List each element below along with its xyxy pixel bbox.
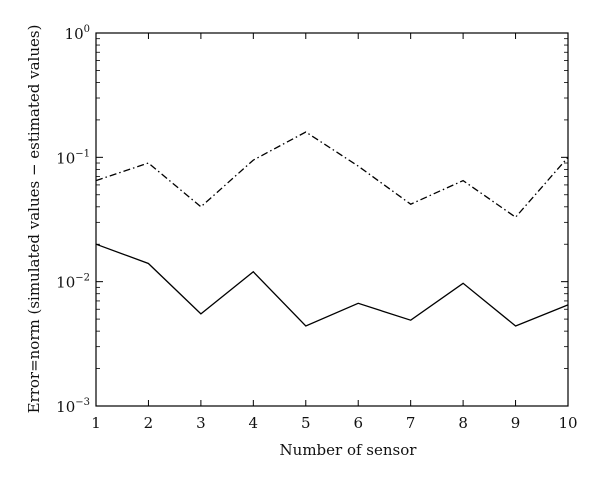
series-line-1 [95,131,569,219]
series-layer [95,131,569,327]
x-tick-label: 6 [353,414,363,432]
y-tick-label: 100 [65,24,90,43]
y-tick-labels: 10−3 10−2 10−1 100 [56,24,90,416]
plot-frame [95,32,569,407]
y-axis-label: Error=norm (simulated values − estimated… [25,25,43,414]
x-tick-label: 5 [301,414,311,432]
x-tick-label: 3 [196,414,206,432]
x-tick-label: 10 [558,414,577,432]
y-tick-label: 10−2 [56,273,90,292]
x-tick-label: 2 [144,414,154,432]
y-tick-label: 10−3 [56,397,90,416]
x-tick-label: 1 [91,414,101,432]
x-axis-label: Number of sensor [280,441,418,459]
x-tick-label: 4 [249,414,259,432]
x-tick-labels: 1 2 3 4 5 6 7 8 9 10 [91,414,577,432]
ticks [95,32,569,407]
x-tick-label: 8 [458,414,468,432]
x-tick-label: 7 [406,414,416,432]
x-tick-label: 9 [511,414,521,432]
y-tick-label: 10−1 [56,148,90,167]
series-line-2 [95,243,569,327]
